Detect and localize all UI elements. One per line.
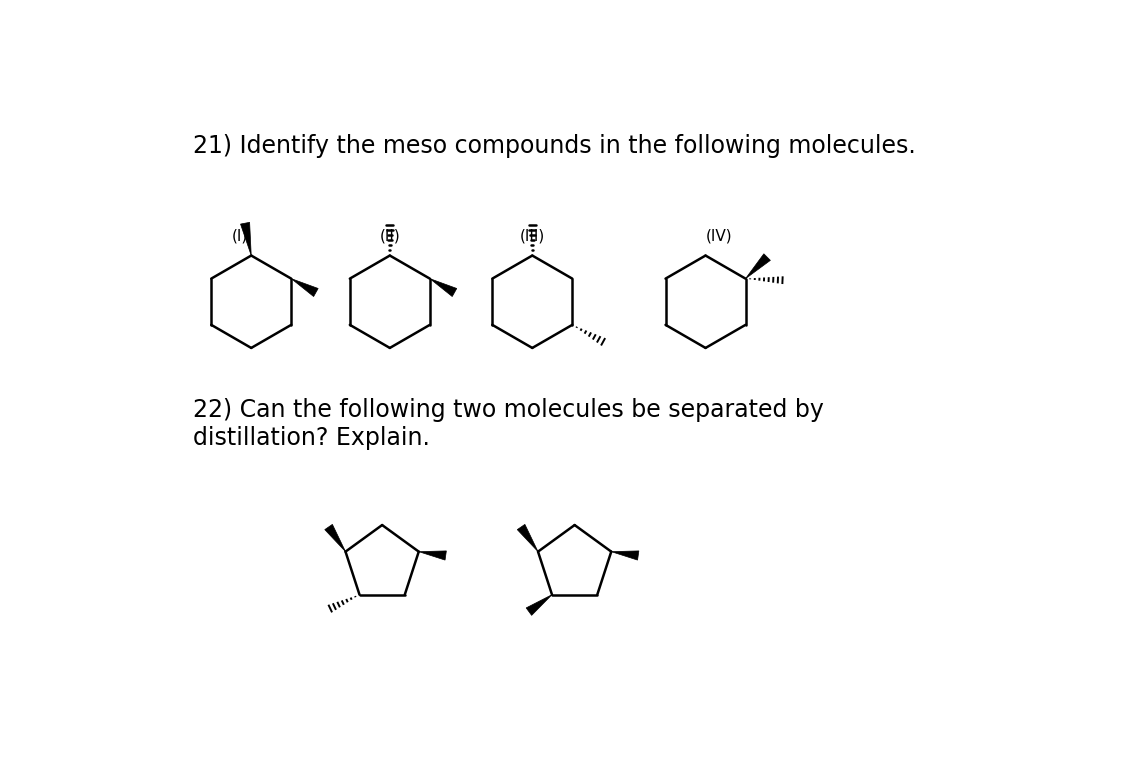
Text: (I): (I): [232, 228, 248, 243]
Polygon shape: [325, 525, 345, 551]
Polygon shape: [518, 525, 538, 551]
Text: (IV): (IV): [706, 228, 732, 243]
Polygon shape: [430, 278, 457, 296]
Polygon shape: [746, 254, 771, 278]
Text: 22) Can the following two molecules be separated by
distillation? Explain.: 22) Can the following two molecules be s…: [193, 398, 825, 450]
Text: 21) Identify the meso compounds in the following molecules.: 21) Identify the meso compounds in the f…: [193, 134, 916, 158]
Text: (III): (III): [520, 228, 544, 243]
Polygon shape: [241, 222, 251, 256]
Polygon shape: [418, 551, 447, 560]
Polygon shape: [611, 551, 639, 560]
Text: (II): (II): [379, 228, 400, 243]
Polygon shape: [291, 278, 318, 296]
Polygon shape: [526, 594, 552, 615]
